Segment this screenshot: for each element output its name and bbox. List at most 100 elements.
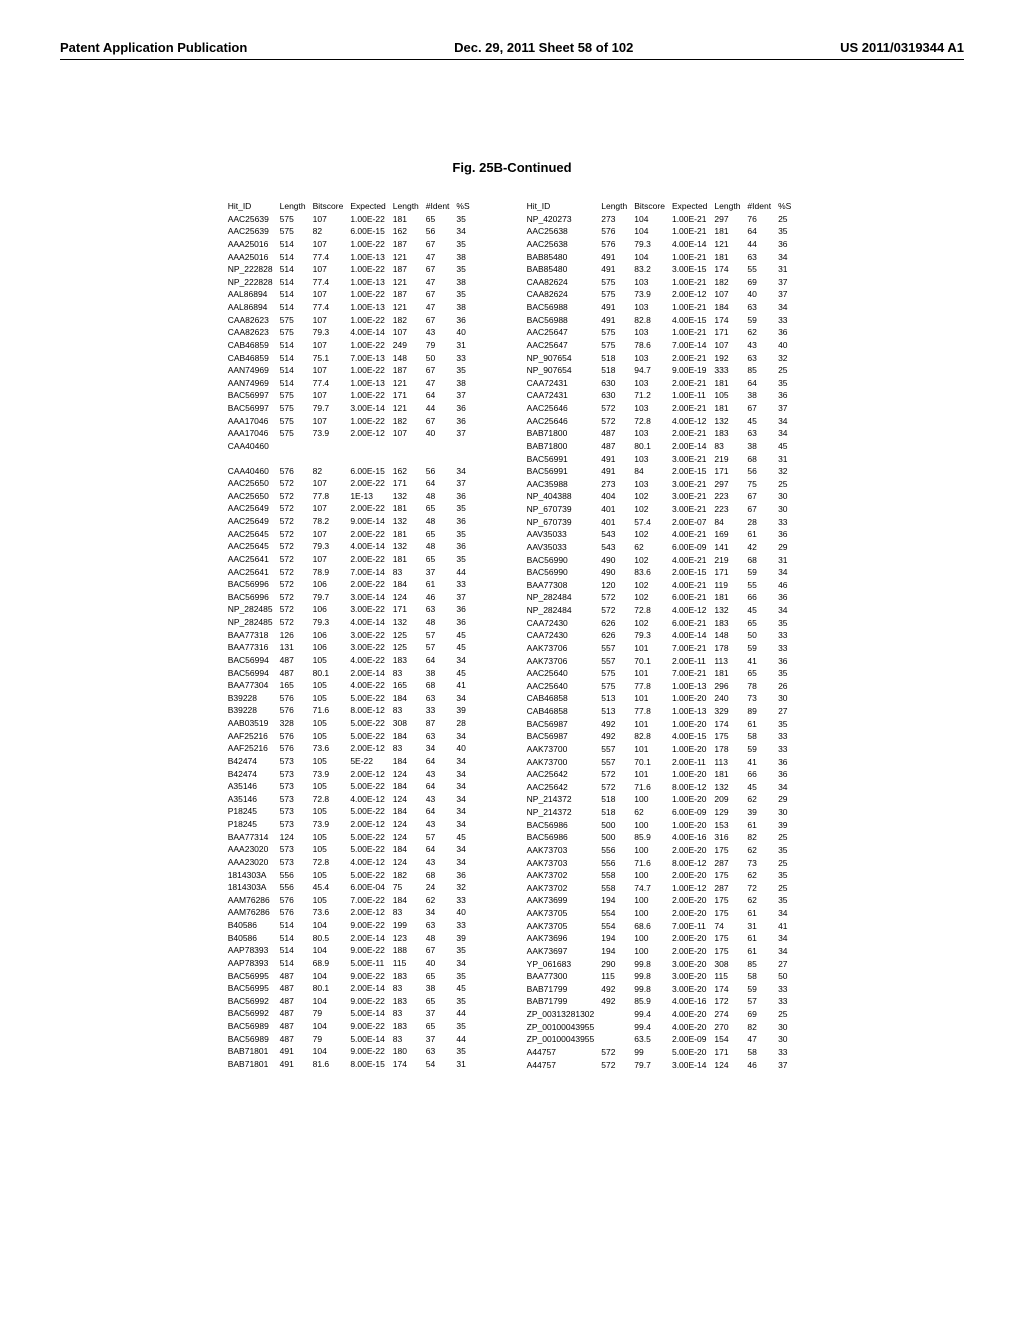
table-row: NP_4202732731041.00E-212977625 bbox=[526, 213, 798, 226]
table-row: NP_6707394011023.00E-212236730 bbox=[526, 503, 798, 516]
table-row: BAC5699757579.73.00E-141214436 bbox=[227, 402, 476, 415]
table-row: BAC5699548780.12.00E-14833845 bbox=[227, 982, 476, 995]
table-row: NP_2228285141071.00E-221876735 bbox=[227, 263, 476, 276]
right-table: Hit_IDLengthBitscoreExpectedLength#Ident… bbox=[526, 200, 798, 1071]
table-row: BAA773181261063.00E-221255745 bbox=[227, 629, 476, 642]
table-row: AAC256495721072.00E-221816535 bbox=[227, 502, 476, 515]
table-row: BAA773081201024.00E-211195546 bbox=[526, 579, 798, 592]
table-row: AAC2564957278.29.00E-141324836 bbox=[227, 515, 476, 528]
table-row: AAC359882731033.00E-212977525 bbox=[526, 478, 798, 491]
column-header: Length bbox=[600, 200, 633, 213]
table-row: 1814303A5561055.00E-221826836 bbox=[227, 869, 476, 882]
table-row: CAA826235751071.00E-221826736 bbox=[227, 314, 476, 327]
table-row: AAB035193281055.00E-223088728 bbox=[227, 717, 476, 730]
table-row: BAB718004871032.00E-211836334 bbox=[526, 427, 798, 440]
table-row: CAB468595141071.00E-222497931 bbox=[227, 339, 476, 352]
table-row: NP_67073940157.42.00E-07842833 bbox=[526, 516, 798, 529]
table-row: NP_22282851477.41.00E-131214738 bbox=[227, 276, 476, 289]
table-row: BAA773141241055.00E-221245745 bbox=[227, 831, 476, 844]
table-row: BAB7179949285.94.00E-161725733 bbox=[526, 995, 798, 1008]
table-row: AAK736971941002.00E-201756134 bbox=[526, 945, 798, 958]
table-row: BAC56991491842.00E-151715632 bbox=[526, 465, 798, 478]
table-row: AAC2564057577.81.00E-132967826 bbox=[526, 680, 798, 693]
table-row: BAB718014911049.00E-221806335 bbox=[227, 1045, 476, 1058]
header-left: Patent Application Publication bbox=[60, 40, 247, 55]
table-row: A3514657372.84.00E-121244334 bbox=[227, 793, 476, 806]
table-row: AAM762865761057.00E-221846233 bbox=[227, 894, 476, 907]
table-row: AAC256475751031.00E-211716236 bbox=[526, 326, 798, 339]
table-row: B405865141049.00E-221996333 bbox=[227, 919, 476, 932]
table-row: AAC2564257271.68.00E-121324534 bbox=[526, 781, 798, 794]
table-row: AAN7496951477.41.00E-131214738 bbox=[227, 377, 476, 390]
table-row: AAC2564557279.34.00E-141324836 bbox=[227, 540, 476, 553]
header-right: US 2011/0319344 A1 bbox=[840, 40, 964, 55]
table-row: AAF2521657673.62.00E-12833440 bbox=[227, 742, 476, 755]
table-row: B392285761055.00E-221846334 bbox=[227, 692, 476, 705]
table-row: AAK737005571011.00E-201785933 bbox=[526, 743, 798, 756]
table-row: BAB854804911041.00E-211816334 bbox=[526, 251, 798, 264]
table-row: CAA724306261026.00E-211836535 bbox=[526, 617, 798, 630]
table-row: P1824557373.92.00E-121244334 bbox=[227, 818, 476, 831]
table-row: CAA40460 bbox=[227, 440, 476, 453]
column-header: Expected bbox=[349, 200, 391, 213]
table-row: NP_90765451894.79.00E-193338525 bbox=[526, 364, 798, 377]
table-row: NP_4043884041023.00E-212236730 bbox=[526, 490, 798, 503]
table-row: AAC256505721072.00E-221716437 bbox=[227, 477, 476, 490]
table-row: AAK7370255874.71.00E-122877225 bbox=[526, 882, 798, 895]
column-header: Bitscore bbox=[633, 200, 671, 213]
table-row: AAC256405751017.00E-211816535 bbox=[526, 667, 798, 680]
table-row: CAA8262357579.34.00E-141074340 bbox=[227, 326, 476, 339]
table-row: AAV35033543626.00E-091414229 bbox=[526, 541, 798, 554]
table-row: AAK737055541002.00E-201756134 bbox=[526, 907, 798, 920]
table-row: AAA2501651477.41.00E-131214738 bbox=[227, 251, 476, 264]
table-row: BAB7179949299.83.00E-201745933 bbox=[526, 983, 798, 996]
table-row: BAC569865001001.00E-201536139 bbox=[526, 819, 798, 832]
table-row: AAC256465721032.00E-211816737 bbox=[526, 402, 798, 415]
data-columns: Hit_IDLengthBitscoreExpectedLength#Ident… bbox=[60, 200, 964, 1071]
column-header: %S bbox=[777, 200, 797, 213]
table-row: BAC569914911033.00E-212196831 bbox=[526, 453, 798, 466]
table-row: NP_2824845721026.00E-211816636 bbox=[526, 591, 798, 604]
table-row: AAC2564657272.84.00E-121324534 bbox=[526, 415, 798, 428]
table-row: CAA7243062679.34.00E-141485033 bbox=[526, 629, 798, 642]
table-row: AAC256385761041.00E-211816435 bbox=[526, 225, 798, 238]
column-header: Expected bbox=[671, 200, 713, 213]
column-header: Hit_ID bbox=[227, 200, 279, 213]
table-row: AAC2564157278.97.00E-14833744 bbox=[227, 566, 476, 579]
table-row: AAA230205731055.00E-221846434 bbox=[227, 843, 476, 856]
table-row: B4247457373.92.00E-121244334 bbox=[227, 768, 476, 781]
table-row: BAC5699049083.62.00E-151715934 bbox=[526, 566, 798, 579]
table-row: BAC569975751071.00E-221716437 bbox=[227, 389, 476, 402]
table-row: BAC5699657279.73.00E-141244637 bbox=[227, 591, 476, 604]
table-row: BAC569904901024.00E-212196831 bbox=[526, 554, 798, 567]
table-row: AAP783935141049.00E-221886735 bbox=[227, 944, 476, 957]
table-row: BAC5698849182.84.00E-151745933 bbox=[526, 314, 798, 327]
table-row: AAK736961941002.00E-201756134 bbox=[526, 932, 798, 945]
table-row: AAV350335431024.00E-211696136 bbox=[526, 528, 798, 541]
table-row: CAA8262457573.92.00E-121074037 bbox=[526, 288, 798, 301]
table-row: AAC256425721011.00E-201816636 bbox=[526, 768, 798, 781]
table-row: BAA773041651054.00E-221656841 bbox=[227, 679, 476, 692]
column-header: Hit_ID bbox=[526, 200, 601, 213]
table-row: AAK7370655770.12.00E-111134136 bbox=[526, 655, 798, 668]
table-row: AAC256395751071.00E-221816535 bbox=[227, 213, 476, 226]
table-row: AAC256455721072.00E-221816535 bbox=[227, 528, 476, 541]
table-row: AAC2564757578.67.00E-141074340 bbox=[526, 339, 798, 352]
table-row: CAA40460576826.00E-151625634 bbox=[227, 465, 476, 478]
table-row: BAC569874921011.00E-201746135 bbox=[526, 718, 798, 731]
table-row: ZP_0031328130299.44.00E-202746925 bbox=[526, 1008, 798, 1021]
table-row: B424745731055E-221846434 bbox=[227, 755, 476, 768]
table-row: ZP_0010004395599.44.00E-202708230 bbox=[526, 1021, 798, 1034]
table-row: NP_2824855721063.00E-221716336 bbox=[227, 603, 476, 616]
table-row: AAK737065571017.00E-211785933 bbox=[526, 642, 798, 655]
table-row: AAA170465751071.00E-221826736 bbox=[227, 415, 476, 428]
table-row: AAK7370055770.12.00E-111134136 bbox=[526, 756, 798, 769]
table-row: NP_28248457272.84.00E-121324534 bbox=[526, 604, 798, 617]
table-row: BAC569894871049.00E-221836535 bbox=[227, 1020, 476, 1033]
table-row: CAB4685851377.81.00E-133298927 bbox=[526, 705, 798, 718]
right-column: Hit_IDLengthBitscoreExpectedLength#Ident… bbox=[526, 200, 798, 1071]
page-header: Patent Application Publication Dec. 29, … bbox=[60, 40, 964, 60]
table-row: AAC25639575826.00E-151625634 bbox=[227, 225, 476, 238]
table-row: BAA773161311063.00E-221255745 bbox=[227, 641, 476, 654]
table-row: AAM7628657673.62.00E-12833440 bbox=[227, 906, 476, 919]
